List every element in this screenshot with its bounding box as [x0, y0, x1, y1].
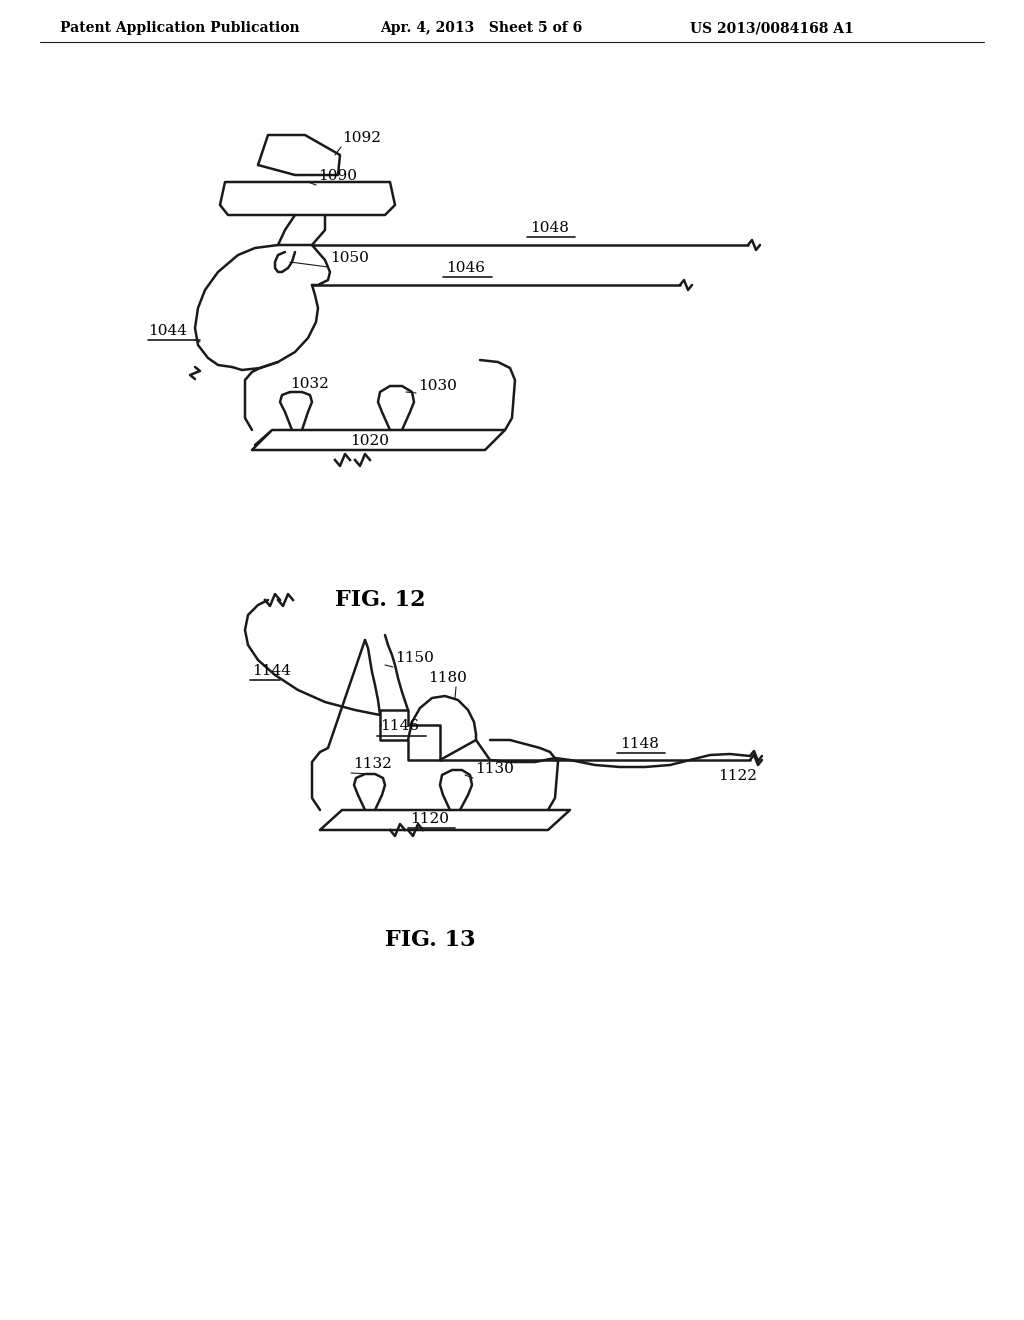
Text: 1180: 1180 [429, 671, 467, 685]
Text: 1090: 1090 [318, 169, 357, 183]
Text: 1150: 1150 [395, 651, 434, 665]
Text: 1030: 1030 [418, 379, 457, 393]
Text: Apr. 4, 2013   Sheet 5 of 6: Apr. 4, 2013 Sheet 5 of 6 [380, 21, 583, 36]
Text: 1020: 1020 [350, 434, 389, 447]
Text: 1148: 1148 [620, 737, 658, 751]
Text: FIG. 12: FIG. 12 [335, 589, 425, 611]
Text: 1050: 1050 [330, 251, 369, 265]
Text: 1048: 1048 [530, 220, 569, 235]
Text: 1092: 1092 [342, 131, 381, 145]
Text: FIG. 13: FIG. 13 [385, 929, 475, 950]
Text: 1044: 1044 [148, 323, 187, 338]
Text: 1046: 1046 [446, 261, 485, 275]
Text: 1144: 1144 [252, 664, 291, 678]
Text: 1032: 1032 [290, 378, 329, 391]
Text: 1122: 1122 [718, 770, 757, 783]
Text: 1120: 1120 [410, 812, 449, 826]
Text: US 2013/0084168 A1: US 2013/0084168 A1 [690, 21, 854, 36]
Text: 1146: 1146 [380, 719, 419, 733]
Text: 1130: 1130 [475, 762, 514, 776]
Text: 1132: 1132 [353, 756, 392, 771]
Text: Patent Application Publication: Patent Application Publication [60, 21, 300, 36]
